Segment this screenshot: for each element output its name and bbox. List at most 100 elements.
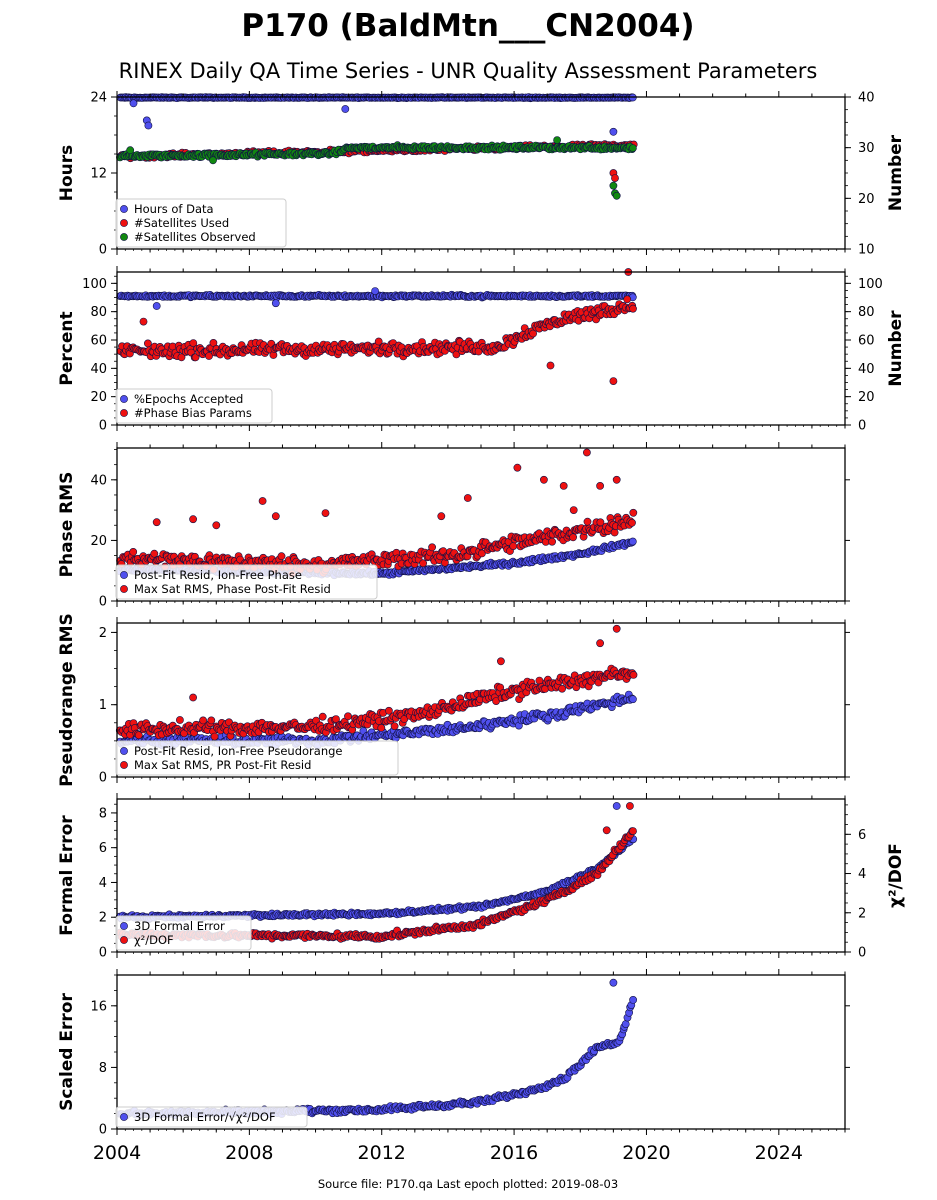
outlier-point — [152, 518, 161, 527]
legend-marker — [120, 205, 128, 213]
y-tick-label: 0 — [99, 946, 107, 961]
y-right-tick-label: 2 — [858, 906, 866, 921]
y-tick-label: 0 — [99, 771, 107, 786]
legend: Hours of Data#Satellites Used#Satellites… — [115, 198, 287, 248]
legend-label: Max Sat RMS, Phase Post-Fit Resid — [134, 582, 331, 596]
outlier-point — [596, 481, 604, 490]
outlier-point — [129, 99, 138, 108]
outlier-point — [463, 494, 472, 502]
legend-marker — [120, 936, 128, 944]
legend: %Epochs Accepted#Phase Bias Params — [115, 388, 273, 424]
data-point — [390, 722, 399, 731]
data-point — [318, 712, 327, 721]
outlier-point — [271, 299, 280, 308]
data-point — [548, 537, 556, 546]
legend-label: #Satellites Used — [134, 216, 229, 230]
outlier-point — [602, 826, 611, 835]
data-point — [558, 684, 566, 693]
outlier-point — [540, 475, 548, 484]
data-point — [428, 543, 436, 552]
outlier-point — [626, 802, 634, 810]
outlier-point — [371, 287, 379, 295]
legend-marker — [120, 761, 128, 769]
data-point — [629, 827, 637, 835]
y-axis-label: Hours — [57, 145, 77, 202]
outlier-point — [569, 506, 578, 514]
data-points — [116, 978, 637, 1120]
panel-2: 0 20 40 60 80 100 Percent 0 20 40 60 80 100 Number %Ep… — [57, 266, 906, 434]
outlier-point — [152, 302, 161, 310]
outlier-point — [612, 802, 621, 810]
y-axis-label: Formal Error — [57, 815, 77, 936]
data-points — [116, 93, 638, 200]
y-tick-label: 20 — [90, 534, 107, 549]
outlier-point — [437, 512, 446, 521]
outlier-point — [144, 121, 153, 130]
figure-subtitle: RINEX Daily QA Time Series - UNR Quality… — [119, 59, 818, 83]
y-tick-label: 12 — [90, 167, 107, 182]
y-tick-label: 0 — [99, 243, 107, 258]
data-point — [628, 537, 637, 546]
data-point — [629, 671, 638, 679]
data-point — [377, 724, 386, 732]
y-tick-label: 80 — [90, 305, 107, 320]
figure-title: P170 (BaldMtn___CN2004) — [241, 8, 694, 44]
y-tick-label: 20 — [90, 390, 107, 405]
data-points — [116, 268, 637, 385]
data-point — [629, 304, 637, 313]
legend-label: Hours of Data — [134, 202, 214, 216]
data-point — [623, 295, 632, 304]
data-point — [628, 518, 636, 527]
outlier-point — [496, 657, 505, 666]
y-right-tick-label: 40 — [858, 362, 875, 377]
legend-marker — [120, 409, 128, 417]
series-3 — [116, 136, 637, 200]
y-right-tick-label: 20 — [858, 390, 875, 405]
y-tick-label: 8 — [99, 806, 107, 821]
outlier-point — [209, 156, 217, 165]
y-right-tick-label: 0 — [858, 946, 866, 961]
y-right-axis-label: χ²/DOF — [886, 843, 906, 908]
data-point — [207, 716, 216, 725]
outlier-point — [609, 181, 618, 190]
legend-marker — [120, 219, 128, 227]
series-1 — [116, 93, 637, 136]
y-tick-label: 1 — [99, 698, 107, 713]
data-point — [610, 528, 619, 537]
y-right-tick-label: 60 — [858, 334, 875, 349]
legend-label: Post-Fit Resid, Ion-Free Pseudorange — [134, 744, 342, 758]
series-1 — [115, 802, 638, 923]
data-point — [509, 542, 518, 550]
outlier-point — [212, 521, 221, 530]
legend-label: #Satellites Observed — [134, 230, 256, 244]
y-right-axis-label: Number — [886, 310, 906, 387]
y-axis-label: Pseudorange RMS — [57, 613, 77, 787]
outlier-point — [189, 693, 197, 702]
outlier-point — [513, 463, 522, 472]
y-axis-label: Phase RMS — [57, 472, 77, 578]
outlier-point — [271, 512, 280, 521]
data-point — [129, 548, 138, 556]
data-point — [569, 533, 577, 542]
y-tick-label: 100 — [82, 277, 107, 292]
data-points — [115, 624, 638, 750]
legend-marker — [120, 585, 128, 593]
data-point — [344, 712, 352, 721]
data-point — [175, 716, 184, 724]
data-point — [210, 732, 219, 741]
legend-marker — [120, 395, 128, 403]
y-axis-label: Percent — [57, 311, 77, 385]
data-point — [277, 552, 286, 561]
y-right-tick-label: 100 — [858, 277, 883, 292]
outlier-point — [553, 136, 561, 144]
legend-label: Max Sat RMS, PR Post-Fit Resid — [134, 758, 311, 772]
outlier-point — [126, 146, 135, 155]
outlier-point — [189, 515, 197, 524]
outlier-point — [583, 448, 591, 457]
y-right-tick-label: 30 — [858, 141, 875, 156]
outlier-point — [612, 475, 621, 484]
